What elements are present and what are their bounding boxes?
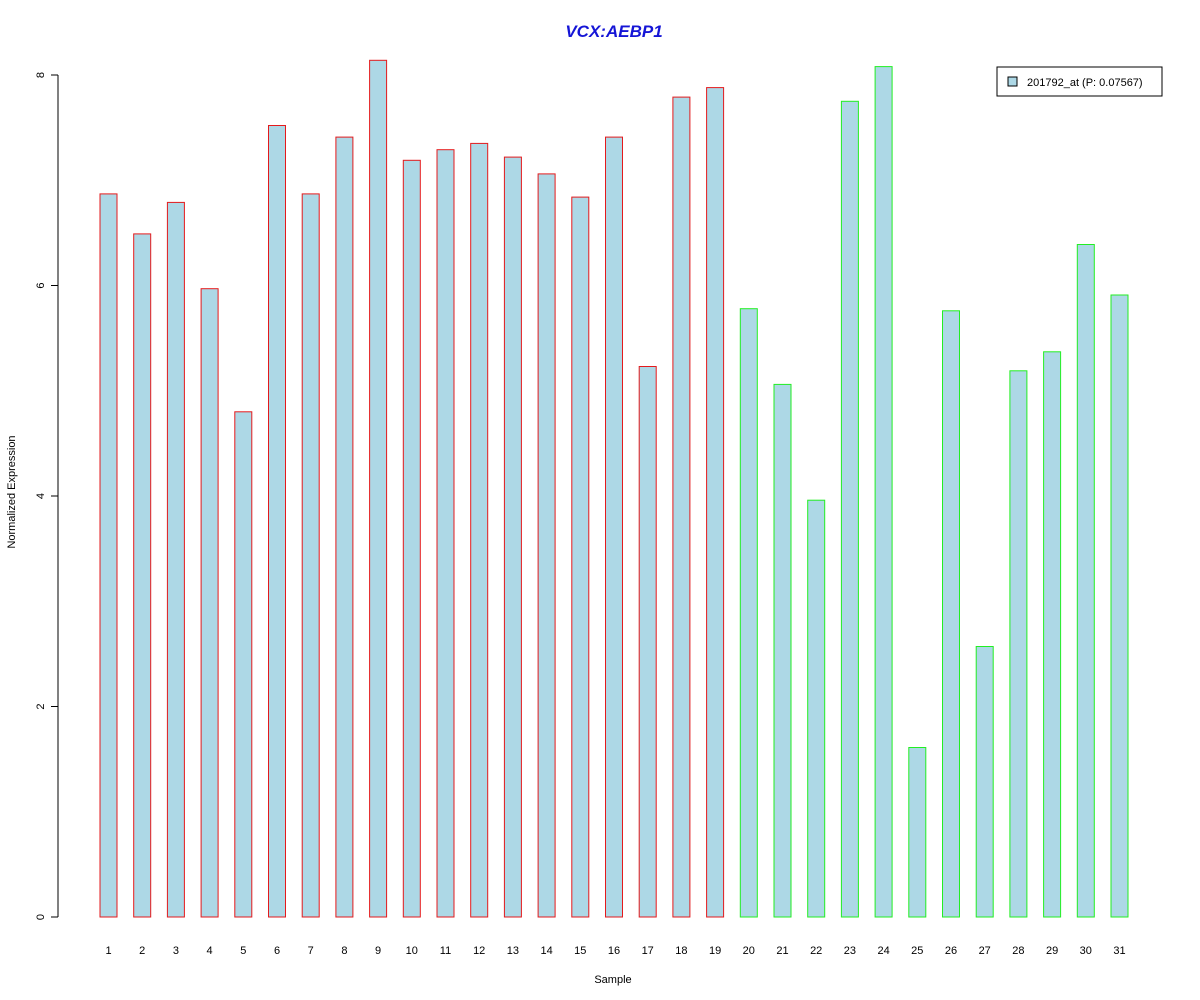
y-tick-label: 4: [35, 493, 47, 499]
x-tick-label: 11: [440, 945, 451, 957]
y-tick-label: 6: [35, 282, 47, 288]
x-tick-label: 23: [844, 945, 856, 957]
x-tick-label: 26: [945, 945, 957, 957]
y-tick-label: 8: [35, 72, 47, 78]
x-tick-label: 9: [375, 945, 381, 957]
bar-sample-12: [470, 142, 489, 918]
x-tick-labels: 1 2 3 4 5 6 7 8 9 10 11 12 13 14 15 16 17 18 19 20 21 22 23 24 2…: [105, 945, 1125, 957]
bar-sample-6: [268, 125, 286, 918]
x-tick-label: 21: [776, 945, 788, 957]
bar-sample-22: [807, 499, 826, 918]
y-tick-label: 2: [35, 703, 47, 709]
bar-sample-7: [301, 193, 320, 918]
x-tick-label: 31: [1113, 945, 1125, 957]
bar-sample-21: [773, 383, 792, 918]
bar-sample-15: [571, 196, 590, 918]
bar-sample-25: [908, 747, 927, 918]
bar-sample-9: [369, 59, 388, 918]
x-tick-label: 4: [207, 945, 213, 957]
x-tick-label: 28: [1012, 945, 1024, 957]
bar-sample-1: [99, 193, 118, 918]
x-tick-label: 8: [341, 945, 347, 957]
x-tick-label: 19: [709, 945, 721, 957]
x-tick-label: 15: [574, 945, 586, 957]
bar-sample-18: [672, 96, 691, 918]
x-tick-label: 5: [240, 945, 246, 957]
bar-sample-27: [975, 646, 994, 918]
x-tick-label: 10: [406, 945, 418, 957]
x-tick-label: 22: [810, 945, 822, 957]
bar-sample-4: [200, 288, 219, 918]
legend-label: 201792_at (P: 0.07567): [1027, 77, 1143, 89]
legend-swatch: [1007, 76, 1018, 87]
bar-sample-11: [436, 149, 455, 918]
bar-sample-17: [638, 366, 657, 918]
bar-sample-5: [234, 411, 253, 918]
x-tick-label: 25: [911, 945, 923, 957]
x-tick-label: 24: [877, 945, 889, 957]
x-tick-label: 6: [274, 945, 280, 957]
x-tick-label: 27: [979, 945, 991, 957]
x-tick-label: 16: [608, 945, 620, 957]
bar-sample-14: [537, 173, 556, 918]
x-tick-label: 12: [473, 945, 485, 957]
bar-sample-20: [739, 308, 758, 918]
x-axis-label: Sample: [594, 974, 631, 986]
bar-sample-3: [166, 201, 185, 918]
x-tick-label: 20: [743, 945, 755, 957]
bar-sample-16: [605, 136, 623, 918]
bar-sample-10: [402, 159, 421, 918]
bar-sample-28: [1009, 370, 1028, 918]
x-tick-label: 1: [105, 945, 111, 957]
bar-sample-31: [1110, 294, 1129, 918]
bar-sample-13: [503, 156, 522, 918]
bar-sample-23: [840, 100, 859, 918]
x-tick-label: 29: [1046, 945, 1058, 957]
bar-sample-26: [942, 310, 960, 918]
legend: 201792_at (P: 0.07567): [996, 66, 1163, 97]
y-axis-label: Normalized Expression: [6, 435, 18, 548]
x-tick-label: 3: [173, 945, 179, 957]
x-tick-label: 14: [540, 945, 552, 957]
bar-sample-30: [1076, 244, 1095, 918]
legend-box: [996, 66, 1163, 97]
x-tick-label: 2: [139, 945, 145, 957]
x-tick-label: 7: [308, 945, 314, 957]
bar-sample-24: [874, 66, 893, 918]
bar-sample-19: [706, 87, 725, 918]
y-axis: 0 2 4 6 8: [35, 72, 59, 920]
x-tick-label: 30: [1080, 945, 1092, 957]
x-tick-label: 18: [675, 945, 687, 957]
bar-sample-2: [133, 233, 152, 918]
bar-sample-29: [1043, 351, 1062, 918]
y-tick-label: 0: [35, 914, 47, 920]
chart-title: VCX:AEBP1: [565, 22, 662, 41]
x-tick-label: 17: [642, 945, 654, 957]
bar-sample-8: [335, 136, 354, 918]
x-tick-label: 13: [507, 945, 519, 957]
bars: [99, 59, 1129, 918]
